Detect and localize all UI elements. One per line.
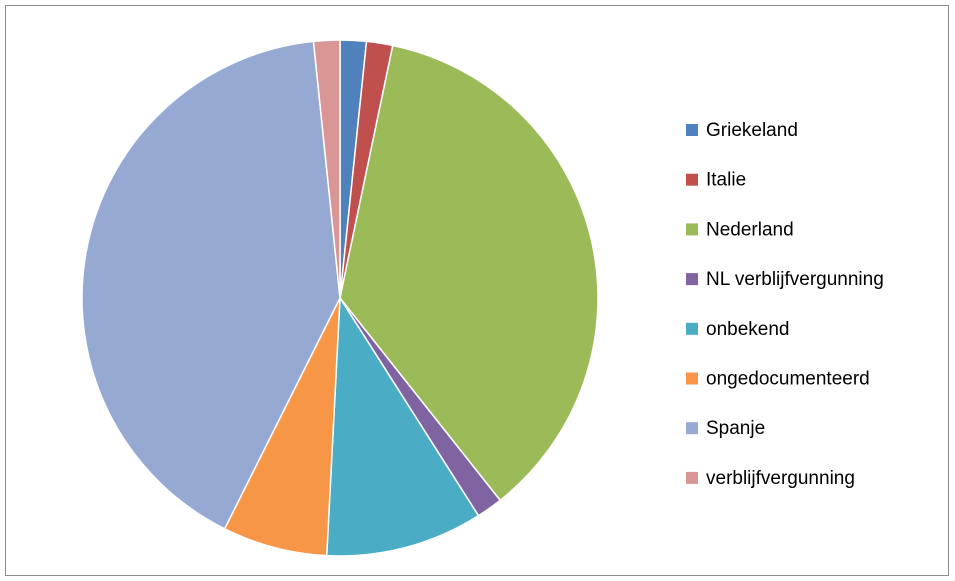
legend-label: Nederland bbox=[706, 219, 794, 240]
pie-slice bbox=[312, 39, 341, 299]
legend-label: Griekeland bbox=[706, 120, 798, 141]
legend-label: Italie bbox=[706, 170, 746, 191]
pie-slice bbox=[339, 44, 599, 502]
pie-slice bbox=[325, 295, 480, 557]
legend-label: NL verblijfvergunning bbox=[706, 269, 884, 290]
legend-swatch bbox=[686, 422, 698, 435]
legend-swatch bbox=[686, 322, 698, 335]
legend-label: verblijfvergunning bbox=[706, 468, 855, 489]
legend-swatch bbox=[686, 223, 698, 236]
legend-swatch bbox=[686, 372, 698, 385]
legend-swatch bbox=[686, 471, 698, 484]
legend-swatch bbox=[686, 273, 698, 286]
pie-slice bbox=[81, 40, 341, 530]
legend-label: Spanje bbox=[706, 418, 765, 439]
legend-swatch bbox=[686, 124, 698, 136]
legend-label: onbekend bbox=[706, 319, 789, 340]
legend-swatch bbox=[686, 173, 698, 186]
legend-label: ongedocumenteerd bbox=[706, 369, 870, 390]
